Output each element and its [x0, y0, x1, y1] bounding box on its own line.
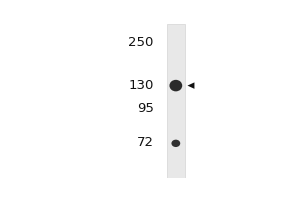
Bar: [167, 24, 185, 178]
Text: 72: 72: [137, 136, 154, 149]
Text: 250: 250: [128, 36, 154, 49]
Text: 95: 95: [137, 102, 154, 115]
Ellipse shape: [171, 140, 180, 147]
Text: 130: 130: [128, 79, 154, 92]
Ellipse shape: [169, 80, 182, 91]
Polygon shape: [188, 82, 194, 89]
